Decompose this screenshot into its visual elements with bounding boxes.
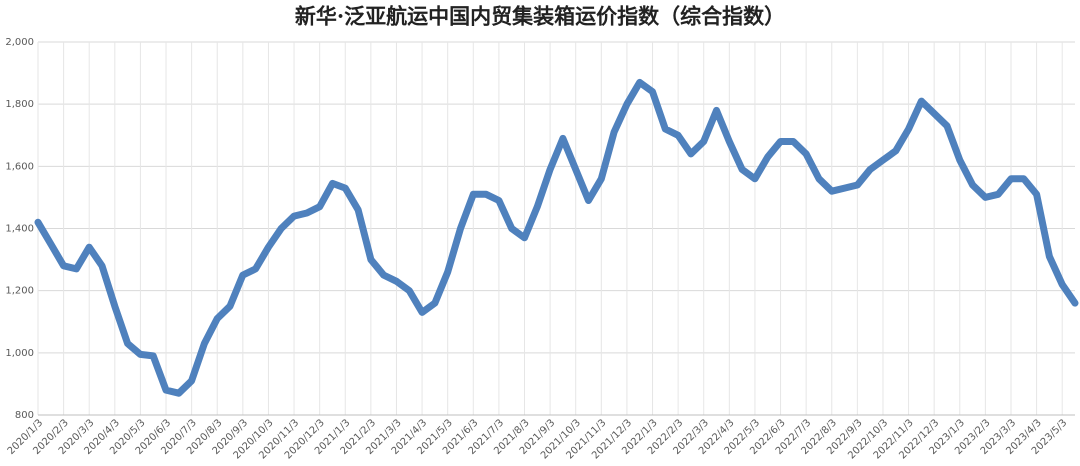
y-tick-label: 1,200: [5, 286, 34, 297]
y-tick-label: 2,000: [5, 37, 34, 48]
y-tick-label: 1,800: [5, 99, 34, 110]
y-tick-label: 1,600: [5, 161, 34, 172]
y-tick-label: 1,400: [5, 224, 34, 235]
y-tick-label: 1,000: [5, 348, 34, 359]
y-tick-label: 800: [15, 410, 34, 421]
chart-title: 新华·泛亚航运中国内贸集装箱运价指数（综合指数）: [295, 4, 785, 29]
line: [34, 78, 1079, 397]
